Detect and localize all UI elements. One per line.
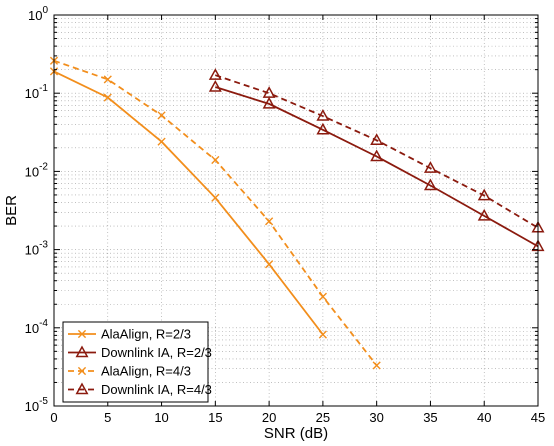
series-line [215, 74, 539, 229]
plot-frame [53, 14, 539, 407]
x-marker [77, 329, 87, 339]
x-marker [318, 330, 327, 339]
triangle-marker [208, 79, 222, 92]
x-marker [157, 111, 166, 120]
legend-item: Downlink IA, R=2/3 [68, 345, 212, 360]
legend-label: AlaAlign, R=4/3 [101, 364, 191, 379]
triangle-marker [75, 345, 89, 358]
x-tick-label: 0 [50, 410, 57, 425]
triangle-marker [477, 188, 491, 201]
x-marker [318, 292, 327, 301]
x-marker [211, 155, 220, 165]
legend-item: AlaAlign, R=2/3 [68, 327, 191, 342]
x-marker [157, 137, 166, 146]
triangle-marker [316, 109, 330, 121]
triangle-marker [262, 86, 276, 98]
series-3 [49, 56, 381, 370]
series-layer [49, 56, 545, 370]
x-tick-label: 40 [477, 410, 491, 425]
y-axis-label: BER [3, 195, 20, 226]
x-marker [103, 93, 112, 102]
series-1 [49, 67, 327, 339]
x-marker [265, 260, 274, 269]
triangle-marker [370, 149, 384, 162]
triangle-marker [262, 96, 276, 109]
x-marker [77, 366, 87, 376]
y-tick-label: 10-2 [25, 161, 49, 179]
legend-item: AlaAlign, R=4/3 [68, 364, 191, 379]
y-tick-label: 10-5 [25, 396, 49, 414]
x-marker [103, 75, 112, 84]
triangle-marker [370, 133, 384, 145]
triangle-marker [75, 382, 89, 395]
x-marker [372, 361, 381, 370]
grid-layer [54, 15, 538, 406]
y-tick-exponent: -4 [39, 318, 48, 329]
y-tick-exponent: -2 [39, 161, 48, 172]
y-tick-exponent: 0 [42, 5, 48, 16]
y-tick-label: 10-3 [25, 240, 49, 258]
x-marker [265, 217, 274, 226]
x-marker [211, 193, 220, 202]
y-tick-label: 10-4 [25, 318, 49, 336]
triangle-marker [316, 122, 330, 135]
x-axis-label: SNR (dB) [264, 425, 328, 442]
y-tick-label: 100 [28, 5, 48, 23]
series-4 [208, 68, 545, 233]
x-tick-label: 25 [316, 410, 330, 425]
legend-item: Downlink IA, R=4/3 [68, 382, 212, 397]
triangle-marker [477, 208, 491, 221]
x-tick-label: 10 [154, 410, 168, 425]
y-tick-exponent: -1 [39, 83, 48, 94]
y-tick-exponent: -3 [39, 240, 48, 251]
x-tick-label: 20 [262, 410, 276, 425]
series-2 [208, 79, 545, 252]
triangle-marker [423, 178, 437, 191]
triangle-marker [423, 161, 437, 173]
legend-label: Downlink IA, R=2/3 [101, 345, 212, 360]
x-tick-label: 45 [531, 410, 545, 425]
x-tick-label: 35 [423, 410, 437, 425]
x-tick-label: 30 [369, 410, 383, 425]
x-tick-label: 5 [104, 410, 111, 425]
legend-label: AlaAlign, R=2/3 [101, 327, 191, 342]
legend: AlaAlign, R=2/3 Downlink IA, R=2/3 AlaAlig… [62, 321, 212, 403]
series-line [53, 70, 324, 336]
x-tick-label: 15 [208, 410, 222, 425]
y-tick-label: 10-1 [25, 83, 49, 101]
legend-box [62, 321, 209, 403]
y-tick-exponent: -5 [39, 396, 48, 407]
triangle-marker [208, 68, 222, 80]
legend-label: Downlink IA, R=4/3 [101, 382, 212, 397]
series-line [215, 86, 539, 248]
